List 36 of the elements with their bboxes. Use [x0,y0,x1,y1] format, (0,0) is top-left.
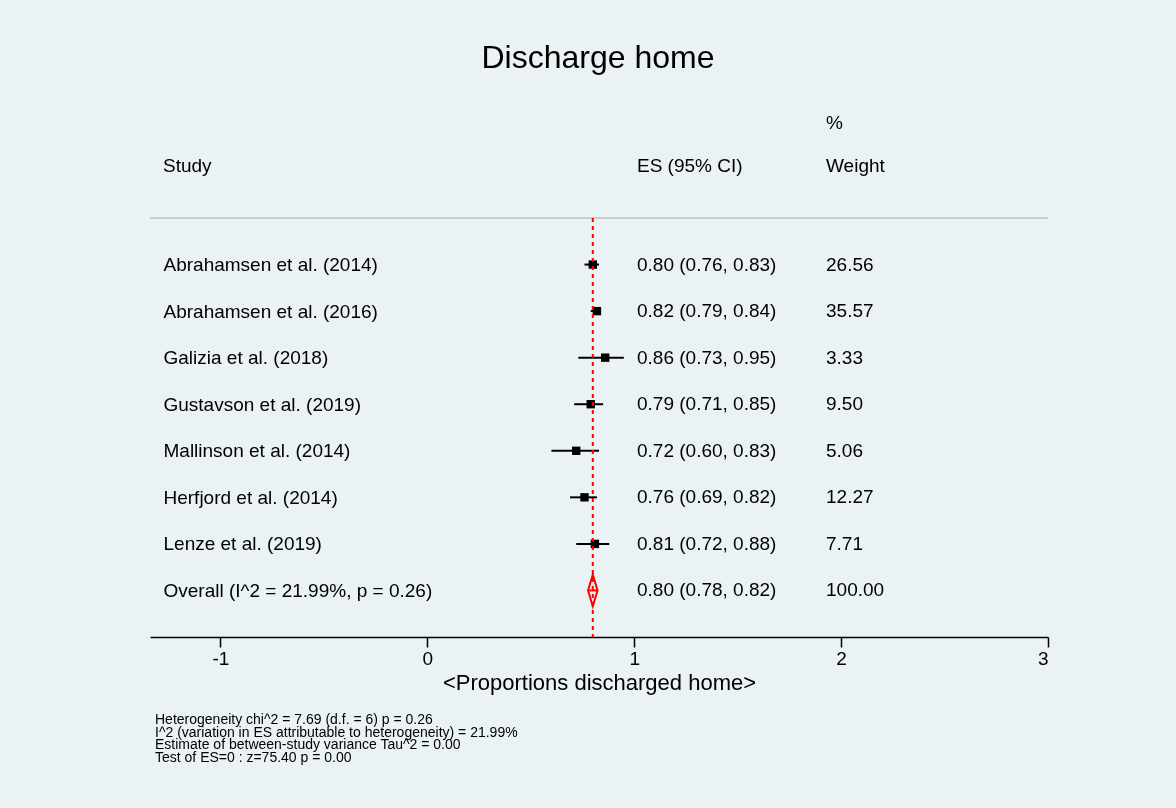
y-tick-label: Abrahamsen et al. (2016) [163,300,378,322]
text: % [826,112,843,133]
y-tick-label: Herfjord et al. (2014) [163,486,338,508]
text: Weight [826,155,886,176]
chart-title: Discharge home [481,39,715,75]
annotation: 9.50 [826,393,863,415]
annotation: 3.33 [826,346,863,368]
x-tick-label: 2 [836,647,847,669]
annotation: 35.57 [826,300,874,322]
data-label: 0.79 (0.71, 0.85) [637,393,777,415]
annotation: 26.56 [826,253,874,275]
data-label: 0.82 (0.79, 0.84) [637,300,777,322]
x-tick-label: -1 [212,647,230,669]
x-axis-title: <Proportions discharged home> [442,669,757,695]
data-label: 0.80 (0.76, 0.83) [637,253,777,275]
data-label: 0.80 (0.78, 0.82) [637,579,777,601]
data-label: 0.72 (0.60, 0.83) [637,439,777,461]
annotation: 12.27 [826,486,874,508]
y-tick-label: Abrahamsen et al. (2014) [163,254,378,276]
text: ES (95% CI) [637,155,743,176]
annotation: 7.71 [826,532,863,554]
data-label: 0.76 (0.69, 0.82) [637,486,777,508]
y-tick-label: Galizia et al. (2018) [163,347,329,369]
data-label: 0.86 (0.73, 0.95) [637,346,777,368]
x-tick-label: 0 [422,647,434,669]
y-tick-label: Mallinson et al. (2014) [163,440,351,462]
annotation: 5.06 [826,439,863,461]
y-tick-label: Overall (I^2 = 21.99%, p = 0.26) [163,579,433,601]
x-tick-label: 1 [629,647,640,669]
text: Study [163,155,213,176]
text: Heterogeneity chi^2 = 7.69 (d.f. = 6) p = 0.26 [155,711,434,727]
annotation: 100.00 [826,579,885,601]
y-tick-label: Gustavson et al. (2019) [163,393,361,415]
data-label: 0.81 (0.72, 0.88) [637,532,777,554]
y-tick-label: Lenze et al. (2019) [163,533,322,555]
x-tick-label: 3 [1037,647,1049,669]
